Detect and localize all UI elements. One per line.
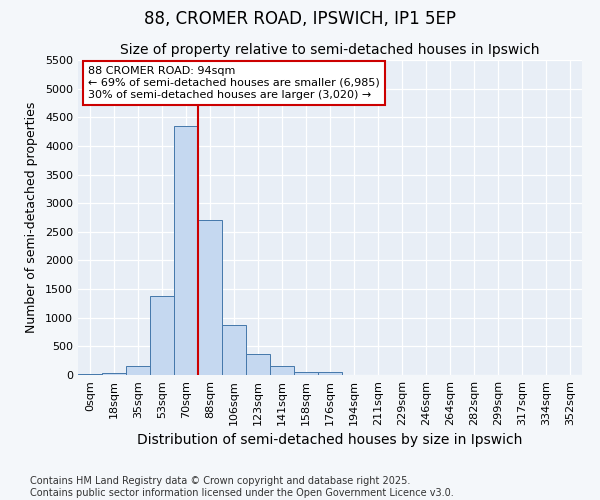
Text: 88, CROMER ROAD, IPSWICH, IP1 5EP: 88, CROMER ROAD, IPSWICH, IP1 5EP xyxy=(144,10,456,28)
Bar xyxy=(174,126,198,375)
Bar xyxy=(318,372,342,375)
Bar xyxy=(78,374,102,375)
Bar xyxy=(294,372,318,375)
Y-axis label: Number of semi-detached properties: Number of semi-detached properties xyxy=(25,102,38,333)
Bar xyxy=(222,325,246,375)
Bar xyxy=(198,220,222,375)
Bar xyxy=(102,374,126,375)
Title: Size of property relative to semi-detached houses in Ipswich: Size of property relative to semi-detach… xyxy=(120,44,540,58)
Bar xyxy=(150,296,174,375)
Text: 88 CROMER ROAD: 94sqm
← 69% of semi-detached houses are smaller (6,985)
30% of s: 88 CROMER ROAD: 94sqm ← 69% of semi-deta… xyxy=(88,66,380,100)
Bar xyxy=(126,366,150,375)
X-axis label: Distribution of semi-detached houses by size in Ipswich: Distribution of semi-detached houses by … xyxy=(137,434,523,448)
Bar xyxy=(270,366,294,375)
Text: Contains HM Land Registry data © Crown copyright and database right 2025.
Contai: Contains HM Land Registry data © Crown c… xyxy=(30,476,454,498)
Bar xyxy=(246,354,270,375)
